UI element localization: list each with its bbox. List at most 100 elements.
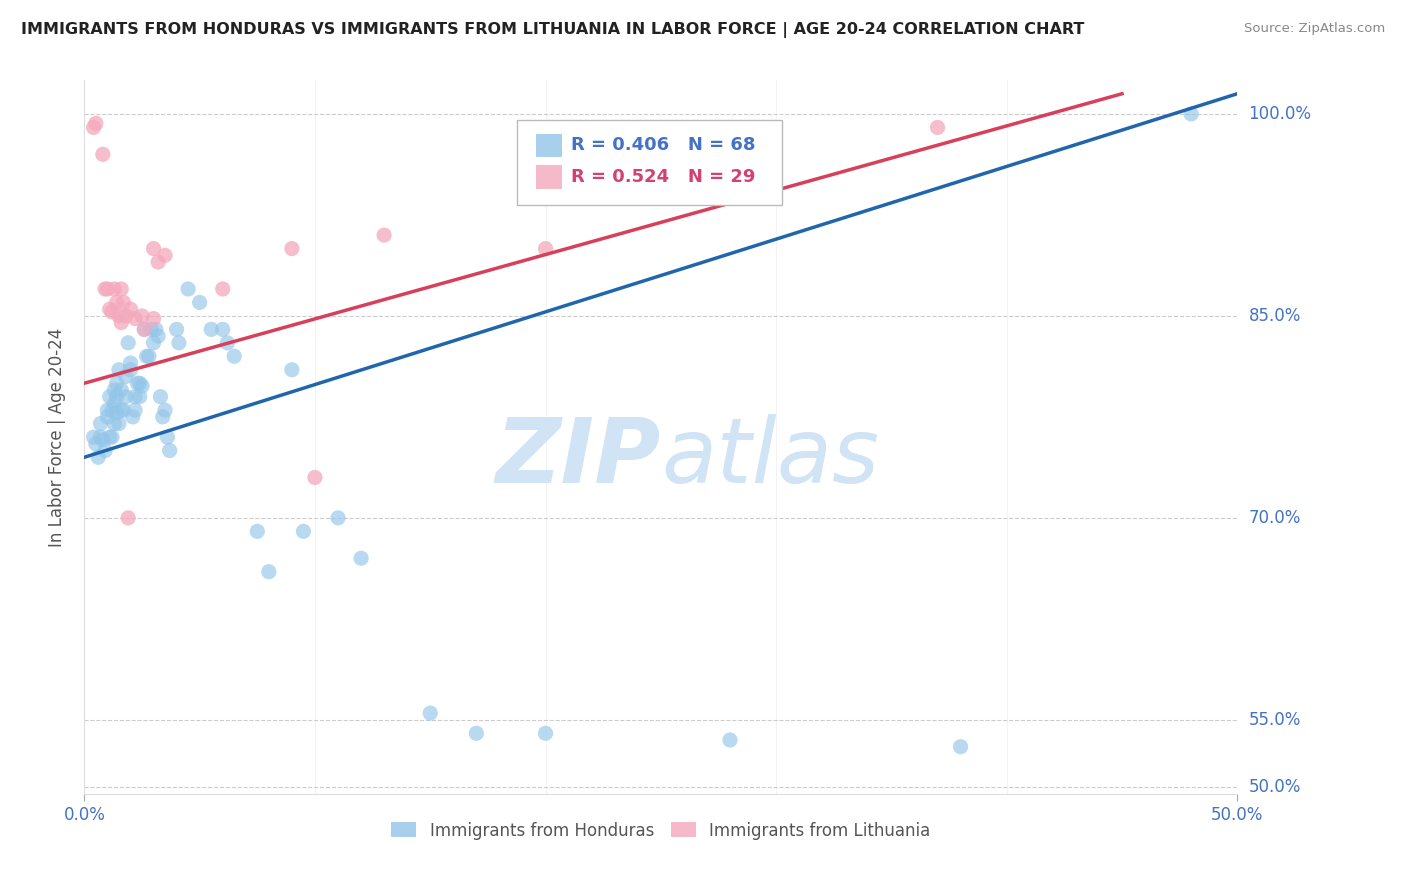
- Point: [103, 396, 125, 410]
- Point: [120, 356, 142, 370]
- Point: [153, 248, 176, 262]
- Point: [927, 120, 949, 135]
- Point: [105, 390, 128, 404]
- Point: [108, 309, 131, 323]
- Point: [87, 450, 110, 465]
- Point: [96, 403, 118, 417]
- Point: [108, 417, 131, 431]
- Point: [350, 551, 373, 566]
- Point: [110, 383, 132, 397]
- Point: [135, 349, 157, 363]
- Point: [146, 255, 169, 269]
- Text: 50.0%: 50.0%: [1249, 778, 1301, 797]
- Point: [98, 430, 121, 444]
- Point: [304, 470, 326, 484]
- Point: [167, 335, 190, 350]
- Point: [83, 430, 105, 444]
- Point: [419, 706, 441, 720]
- Point: [105, 406, 128, 420]
- Point: [177, 282, 200, 296]
- Point: [110, 403, 132, 417]
- Point: [131, 309, 153, 323]
- Point: [103, 282, 125, 296]
- Point: [91, 147, 114, 161]
- Point: [224, 349, 246, 363]
- Point: [534, 726, 557, 740]
- Point: [200, 322, 222, 336]
- Point: [115, 369, 138, 384]
- Point: [121, 409, 143, 424]
- Point: [142, 335, 165, 350]
- Text: 85.0%: 85.0%: [1249, 307, 1301, 325]
- Point: [89, 430, 111, 444]
- Point: [145, 322, 167, 336]
- Text: R = 0.524   N = 29: R = 0.524 N = 29: [571, 168, 755, 186]
- Point: [110, 282, 132, 296]
- Point: [138, 349, 160, 363]
- Point: [146, 329, 169, 343]
- Point: [120, 363, 142, 377]
- Text: 55.0%: 55.0%: [1249, 711, 1301, 729]
- Text: R = 0.406   N = 68: R = 0.406 N = 68: [571, 136, 755, 154]
- Point: [949, 739, 972, 754]
- Point: [115, 309, 138, 323]
- Text: 70.0%: 70.0%: [1249, 508, 1301, 527]
- Point: [112, 403, 135, 417]
- Point: [127, 376, 149, 391]
- Point: [534, 242, 557, 256]
- Point: [465, 726, 488, 740]
- Point: [115, 390, 138, 404]
- Point: [101, 305, 124, 319]
- Point: [134, 322, 156, 336]
- Text: 100.0%: 100.0%: [1249, 105, 1312, 123]
- Point: [281, 363, 304, 377]
- Point: [117, 335, 139, 350]
- Point: [1180, 107, 1202, 121]
- Point: [96, 282, 118, 296]
- Point: [101, 430, 124, 444]
- Point: [211, 322, 233, 336]
- Point: [84, 116, 107, 130]
- Point: [105, 295, 128, 310]
- Point: [103, 417, 125, 431]
- Point: [373, 228, 395, 243]
- Text: IMMIGRANTS FROM HONDURAS VS IMMIGRANTS FROM LITHUANIA IN LABOR FORCE | AGE 20-24: IMMIGRANTS FROM HONDURAS VS IMMIGRANTS F…: [21, 22, 1084, 38]
- Point: [101, 403, 124, 417]
- Point: [112, 295, 135, 310]
- Point: [246, 524, 269, 539]
- Point: [89, 417, 111, 431]
- Point: [128, 390, 150, 404]
- Point: [124, 311, 146, 326]
- Point: [152, 409, 174, 424]
- Point: [117, 511, 139, 525]
- Point: [91, 433, 114, 447]
- Point: [142, 311, 165, 326]
- Point: [257, 565, 280, 579]
- Point: [211, 282, 233, 296]
- Point: [326, 511, 349, 525]
- Bar: [536, 165, 561, 189]
- Legend: Immigrants from Honduras, Immigrants from Lithuania: Immigrants from Honduras, Immigrants fro…: [385, 815, 936, 847]
- Point: [120, 302, 142, 317]
- Point: [217, 335, 239, 350]
- Point: [98, 302, 121, 317]
- Point: [103, 383, 125, 397]
- Point: [98, 390, 121, 404]
- Point: [718, 733, 741, 747]
- Y-axis label: In Labor Force | Age 20-24: In Labor Force | Age 20-24: [48, 327, 66, 547]
- Bar: [536, 134, 561, 157]
- Point: [105, 376, 128, 391]
- Point: [153, 403, 176, 417]
- Point: [188, 295, 211, 310]
- Point: [108, 363, 131, 377]
- Text: ZIP: ZIP: [495, 415, 661, 502]
- Point: [124, 403, 146, 417]
- Point: [83, 120, 105, 135]
- Text: Source: ZipAtlas.com: Source: ZipAtlas.com: [1244, 22, 1385, 36]
- Point: [94, 443, 117, 458]
- Point: [134, 322, 156, 336]
- Point: [149, 390, 172, 404]
- Point: [96, 409, 118, 424]
- Point: [131, 379, 153, 393]
- Point: [142, 242, 165, 256]
